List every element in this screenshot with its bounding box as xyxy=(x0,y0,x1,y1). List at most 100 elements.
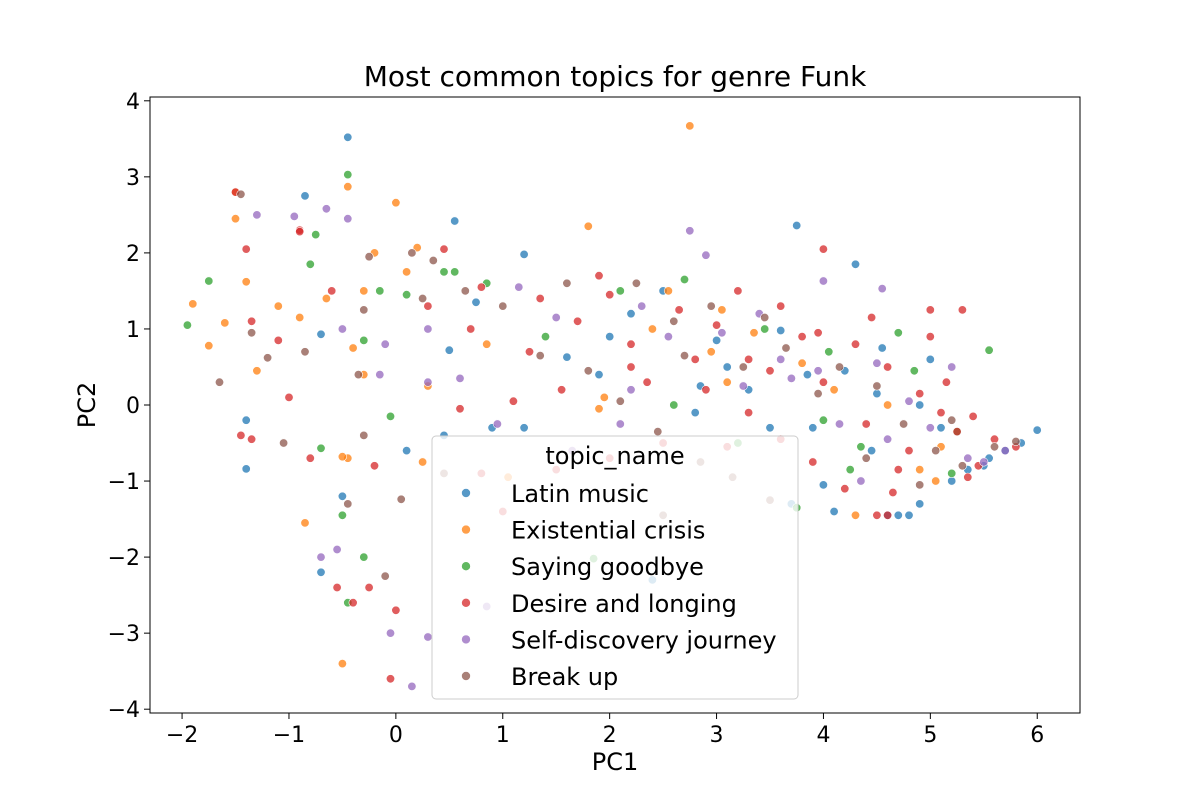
data-point-self-discovery-journey xyxy=(947,362,957,372)
data-point-desire-and-longing xyxy=(241,244,251,254)
x-tick-label: 6 xyxy=(1030,723,1044,748)
data-point-existential-crisis xyxy=(722,377,732,387)
data-point-break-up xyxy=(353,370,363,380)
data-point-desire-and-longing xyxy=(733,286,743,296)
data-point-existential-crisis xyxy=(241,277,251,287)
data-point-desire-and-longing xyxy=(893,465,903,475)
data-point-latin-music xyxy=(867,446,877,456)
x-tick-label: 2 xyxy=(603,723,617,748)
data-point-latin-music xyxy=(626,309,636,319)
legend-title: topic_name xyxy=(545,442,684,470)
data-point-saying-goodbye xyxy=(909,366,919,376)
data-point-desire-and-longing xyxy=(850,339,860,349)
data-point-existential-crisis xyxy=(663,286,673,296)
data-point-desire-and-longing xyxy=(690,354,700,364)
legend-label: Self-discovery journey xyxy=(511,626,777,654)
data-point-break-up xyxy=(669,316,679,326)
data-point-saying-goodbye xyxy=(540,332,550,342)
data-point-existential-crisis xyxy=(337,659,347,669)
x-tick-label: 3 xyxy=(710,723,724,748)
legend-label: Existential crisis xyxy=(511,517,705,545)
data-point-existential-crisis xyxy=(359,286,369,296)
data-point-self-discovery-journey xyxy=(883,434,893,444)
data-point-break-up xyxy=(359,430,369,440)
data-point-desire-and-longing xyxy=(273,335,283,345)
data-point-existential-crisis xyxy=(391,198,401,208)
data-point-self-discovery-journey xyxy=(380,339,390,349)
data-point-desire-and-longing xyxy=(808,457,818,467)
data-point-desire-and-longing xyxy=(535,293,545,303)
data-point-desire-and-longing xyxy=(797,332,807,342)
data-point-break-up xyxy=(359,305,369,315)
legend-label: Saying goodbye xyxy=(511,553,704,581)
data-point-desire-and-longing xyxy=(573,316,583,326)
data-point-desire-and-longing xyxy=(295,227,305,237)
data-point-desire-and-longing xyxy=(883,510,893,520)
data-point-saying-goodbye xyxy=(947,468,957,478)
data-point-latin-music xyxy=(343,132,353,142)
data-point-existential-crisis xyxy=(797,358,807,368)
legend-marker xyxy=(461,524,471,535)
data-point-break-up xyxy=(535,351,545,361)
data-point-desire-and-longing xyxy=(284,392,294,402)
legend-marker xyxy=(461,671,471,681)
data-point-latin-music xyxy=(808,423,818,433)
data-point-self-discovery-journey xyxy=(685,226,695,236)
data-point-desire-and-longing xyxy=(364,582,374,592)
data-point-desire-and-longing xyxy=(369,461,379,471)
x-tick-label: 1 xyxy=(496,723,510,748)
data-point-saying-goodbye xyxy=(439,267,449,277)
data-point-saying-goodbye xyxy=(856,442,866,452)
data-point-existential-crisis xyxy=(402,267,412,277)
legend-marker xyxy=(461,597,471,608)
data-point-latin-music xyxy=(893,510,903,520)
data-point-self-discovery-journey xyxy=(717,328,727,338)
legend: topic_name Latin music Existential crisis… xyxy=(431,435,799,700)
data-point-existential-crisis xyxy=(594,404,604,414)
data-point-self-discovery-journey xyxy=(407,681,417,691)
data-point-existential-crisis xyxy=(252,366,262,376)
data-point-existential-crisis xyxy=(706,347,716,357)
data-point-desire-and-longing xyxy=(557,385,567,395)
y-tick-label: 4 xyxy=(126,90,140,115)
data-point-existential-crisis xyxy=(321,293,331,303)
data-point-self-discovery-journey xyxy=(385,628,395,638)
legend-label: Latin music xyxy=(511,480,649,508)
data-point-latin-music xyxy=(850,259,860,269)
data-point-break-up xyxy=(899,419,909,429)
data-point-self-discovery-journey xyxy=(551,312,561,322)
data-point-latin-music xyxy=(915,400,925,410)
data-point-break-up xyxy=(380,571,390,581)
data-point-desire-and-longing xyxy=(701,385,711,395)
data-point-saying-goodbye xyxy=(615,286,625,296)
data-point-existential-crisis xyxy=(231,214,241,224)
data-point-self-discovery-journey xyxy=(343,214,353,224)
data-point-self-discovery-journey xyxy=(423,377,433,387)
data-point-desire-and-longing xyxy=(818,377,828,387)
data-point-desire-and-longing xyxy=(963,472,973,482)
data-point-self-discovery-journey xyxy=(316,552,326,562)
data-point-saying-goodbye xyxy=(204,276,214,286)
data-point-break-up xyxy=(615,396,625,406)
data-point-break-up xyxy=(631,278,641,288)
data-point-latin-music xyxy=(316,329,326,339)
data-point-break-up xyxy=(263,353,273,363)
y-tick-label: −1 xyxy=(108,470,140,495)
x-tick-label: 5 xyxy=(923,723,937,748)
data-point-latin-music xyxy=(337,491,347,501)
data-point-desire-and-longing xyxy=(712,320,722,330)
data-point-latin-music xyxy=(925,354,935,364)
data-point-existential-crisis xyxy=(717,305,727,315)
data-point-desire-and-longing xyxy=(904,446,914,456)
data-point-desire-and-longing xyxy=(952,427,962,437)
data-point-break-up xyxy=(781,343,791,353)
data-point-existential-crisis xyxy=(829,385,839,395)
legend-frame xyxy=(431,435,799,700)
legend-label: Break up xyxy=(511,663,618,691)
data-point-latin-music xyxy=(765,423,775,433)
data-point-desire-and-longing xyxy=(861,419,871,429)
data-point-break-up xyxy=(343,499,353,509)
data-point-self-discovery-journey xyxy=(615,419,625,429)
data-point-desire-and-longing xyxy=(524,347,534,357)
